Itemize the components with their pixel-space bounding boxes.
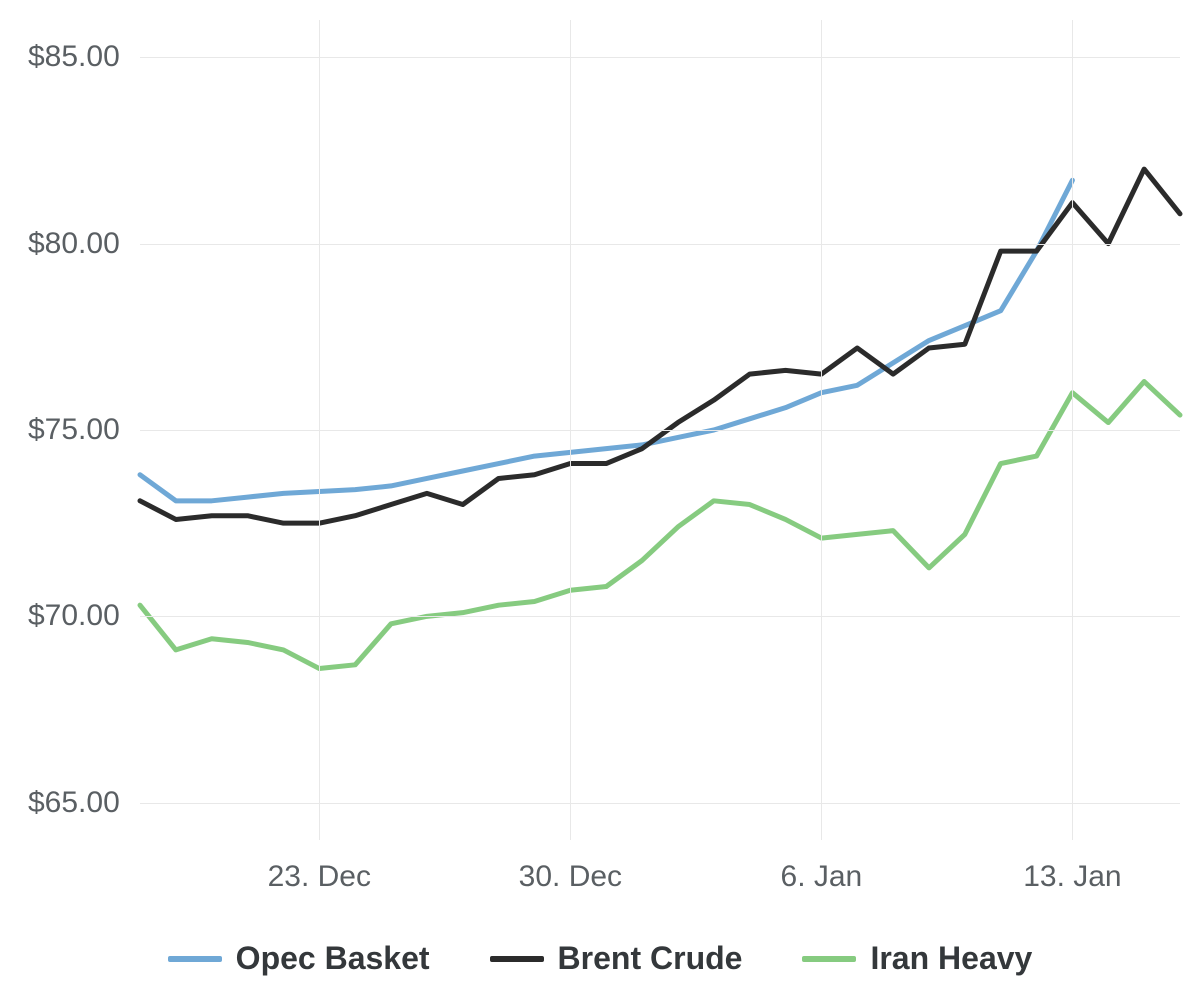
series-line <box>140 180 1072 501</box>
y-tick-label: $65.00 <box>0 786 158 820</box>
legend-label: Brent Crude <box>558 940 743 977</box>
legend-label: Iran Heavy <box>870 940 1032 977</box>
legend-label: Opec Basket <box>236 940 430 977</box>
x-tick-label: 13. Jan <box>1023 860 1121 894</box>
y-tick-label: $85.00 <box>0 40 158 74</box>
legend: Opec Basket Brent Crude Iran Heavy <box>0 940 1200 977</box>
x-tick-label: 23. Dec <box>268 860 371 894</box>
x-tick-label: 30. Dec <box>519 860 622 894</box>
legend-swatch-icon <box>490 956 544 962</box>
plot-area <box>140 20 1180 840</box>
legend-swatch-icon <box>802 956 856 962</box>
legend-item-iran: Iran Heavy <box>802 940 1032 977</box>
legend-swatch-icon <box>168 956 222 962</box>
y-tick-label: $75.00 <box>0 413 158 447</box>
x-tick-label: 6. Jan <box>781 860 863 894</box>
legend-item-opec: Opec Basket <box>168 940 430 977</box>
series-line <box>140 169 1180 523</box>
y-tick-label: $80.00 <box>0 227 158 261</box>
legend-item-brent: Brent Crude <box>490 940 743 977</box>
y-tick-label: $70.00 <box>0 599 158 633</box>
oil-price-chart: $85.00 $80.00 $75.00 $70.00 $65.00 23. D… <box>0 0 1200 1008</box>
